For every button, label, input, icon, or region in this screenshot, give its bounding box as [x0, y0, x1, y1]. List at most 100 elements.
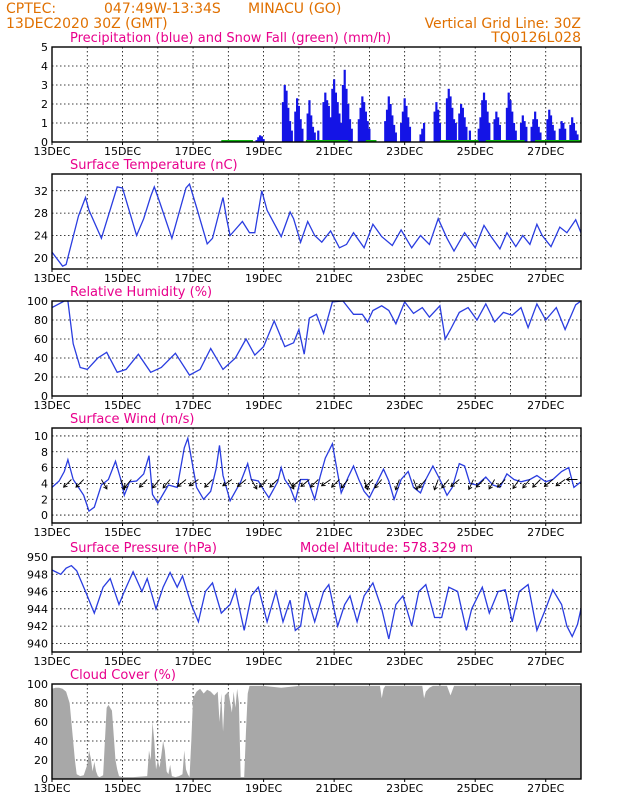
precip-bar [445, 98, 449, 142]
precip-bar [299, 119, 302, 142]
model-altitude-label: Model Altitude: 578.329 m [300, 541, 473, 556]
humidity-x-tick-label: 27DEC [527, 399, 564, 412]
humidity-y-tick-label: 40 [34, 352, 48, 365]
precip-bar [521, 115, 524, 142]
wind-x-tick-label: 19DEC [245, 526, 282, 539]
precip-bar [405, 105, 408, 142]
wind-arrow [269, 479, 279, 488]
pressure-y-tick-label: 940 [27, 637, 48, 650]
precip-bar [438, 123, 442, 142]
precip-bar [437, 109, 440, 142]
wind-arrow [320, 479, 331, 487]
humidity-x-tick-label: 21DEC [316, 399, 353, 412]
precip-bar [553, 130, 556, 142]
precip-bar [574, 130, 577, 142]
wind-x-tick-label: 25DEC [457, 526, 494, 539]
precip-frame [51, 46, 582, 143]
wind-y-tick-label: 10 [34, 430, 48, 443]
pressure-y-tick-label: 944 [27, 603, 48, 616]
wind-arrow [151, 479, 160, 489]
precip-bar [317, 130, 320, 142]
cloud-x-tick-label: 17DEC [175, 782, 212, 795]
precip-bar [345, 88, 348, 142]
cloud-y-tick-label: 40 [34, 735, 48, 748]
precip-bar [387, 96, 390, 142]
pressure-y-tick-label: 950 [27, 551, 48, 564]
precip-y-tick-label: 3 [41, 79, 48, 92]
precip-bar [287, 107, 290, 142]
wind-x-tick-label: 27DEC [527, 526, 564, 539]
precip-bar [285, 90, 288, 142]
wind-arrow [291, 479, 301, 488]
precip-bar [357, 119, 360, 142]
wind-frame [51, 427, 582, 524]
precip-bar [359, 107, 362, 142]
precip-bar [403, 98, 406, 142]
precip-bar [454, 123, 457, 142]
humidity-x-tick-label: 25DEC [457, 399, 494, 412]
pressure-y-tick-label: 946 [27, 586, 48, 599]
wind-plot: 0 2 4 6 8 10 13DEC 15DEC 17DEC 19DEC 21DEC 23DEC 25D… [33, 428, 582, 539]
precip-bar [392, 124, 396, 142]
precip-bar [512, 123, 516, 142]
wind-arrow [565, 477, 578, 482]
precip-bar [535, 119, 539, 142]
wind-arrow [250, 479, 258, 490]
precip-bar [484, 100, 487, 142]
precip-bar [336, 102, 339, 142]
source-prefix: CPTEC: [6, 1, 56, 17]
precip-bar [394, 132, 397, 142]
cloud-x-tick-label: 27DEC [527, 782, 564, 795]
wind-x-tick-label: 13DEC [33, 526, 70, 539]
wind-x-tick-label: 17DEC [175, 526, 212, 539]
wind-arrow [532, 479, 541, 488]
wind-x-tick-label: 23DEC [386, 526, 423, 539]
precip-bar [290, 130, 293, 142]
temperature-title: Surface Temperature (nC) [70, 158, 238, 173]
precip-bar [333, 79, 336, 142]
temperature-series-line [51, 182, 582, 268]
precip-bar [571, 117, 574, 142]
pressure-x-tick-label: 15DEC [104, 655, 141, 668]
temperature-frame [51, 173, 582, 270]
precip-bar [562, 123, 565, 142]
wind-arrow [75, 479, 85, 488]
precip-bar [258, 135, 262, 142]
wind-arrow [450, 479, 460, 488]
cloud-x-tick-label: 21DEC [316, 782, 353, 795]
precip-bar [551, 124, 554, 142]
humidity-plot: 0 20 40 60 80 100 13DEC 15DEC 17DEC 19DEC 21DEC 23D… [27, 295, 582, 412]
precip-bar [463, 117, 466, 142]
precip-bar [296, 98, 299, 142]
precip-x-tick-label: 25DEC [457, 145, 494, 158]
precip-bar [389, 104, 392, 142]
precip-bar [421, 128, 424, 142]
wind-arrow [176, 479, 187, 488]
humidity-y-tick-label: 100 [27, 295, 48, 308]
precip-y-tick-label: 1 [41, 117, 48, 130]
precip-bar [255, 140, 258, 142]
precip-bar [560, 121, 563, 142]
wind-x-tick-label: 21DEC [316, 526, 353, 539]
precip-x-tick-label: 23DEC [386, 145, 423, 158]
cloud-y-tick-label: 60 [34, 716, 48, 729]
precip-bar [511, 111, 514, 142]
precip-bar [546, 119, 549, 142]
temperature-plot: 20 24 28 32 13DEC 15DEC 17DEC 19DEC 21DEC 23DEC 25… [33, 174, 582, 285]
precip-bar [262, 139, 265, 142]
precip-bar [433, 111, 436, 142]
wind-y-tick-label: 2 [41, 493, 48, 506]
wind-y-tick-label: 4 [41, 477, 48, 490]
cloud-y-tick-label: 100 [27, 678, 48, 691]
precip-bar [384, 121, 387, 142]
wind-arrow [258, 479, 268, 488]
precip-bar [572, 123, 576, 142]
precip-bar [327, 105, 330, 142]
precip-title: Precipitation (blue) and Snow Fall (gree… [70, 31, 391, 46]
pressure-x-tick-label: 25DEC [457, 655, 494, 668]
precip-x-tick-label: 17DEC [175, 145, 212, 158]
precip-bar [576, 134, 579, 142]
wind-series-line [51, 435, 582, 513]
humidity-frame [51, 300, 582, 397]
cloud-y-tick-label: 0 [41, 773, 48, 786]
